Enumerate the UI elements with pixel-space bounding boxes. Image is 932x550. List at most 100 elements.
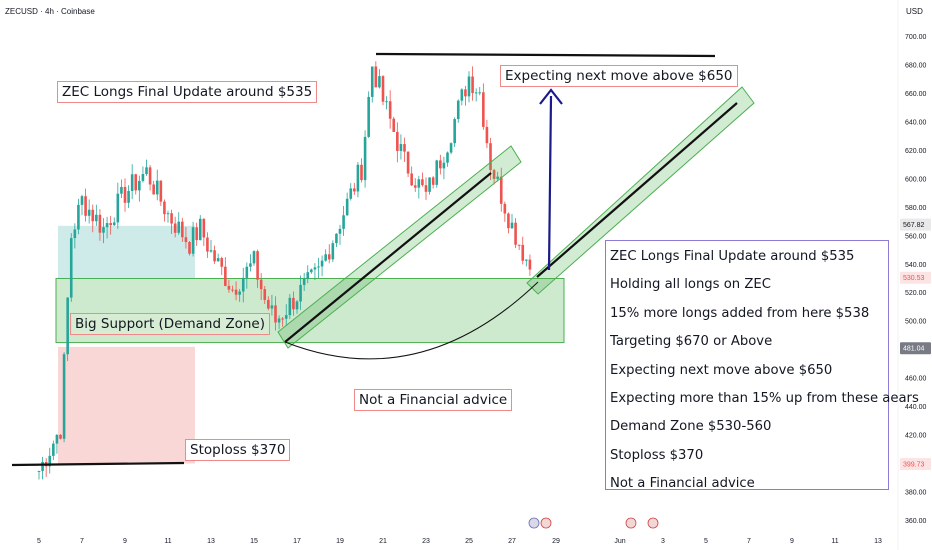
candle-body bbox=[138, 180, 141, 191]
x-tick-label: 13 bbox=[874, 538, 882, 545]
candle-body bbox=[102, 227, 105, 233]
candle-body bbox=[360, 164, 363, 181]
title-annotation[interactable]: ZEC Longs Final Update around $535 bbox=[57, 81, 318, 103]
x-tick-label: 11 bbox=[164, 538, 171, 545]
candle-body bbox=[55, 434, 59, 444]
candle-body bbox=[87, 209, 91, 216]
curve-path bbox=[284, 281, 539, 360]
candle-body bbox=[195, 227, 198, 241]
candle-body bbox=[474, 92, 478, 94]
candle-body bbox=[460, 89, 464, 101]
price-label-bg bbox=[900, 342, 931, 355]
candle-body bbox=[406, 151, 410, 174]
x-tick-label: 21 bbox=[379, 538, 387, 545]
candle-body bbox=[499, 176, 503, 204]
x-tick-label: 25 bbox=[465, 538, 473, 545]
x-axis[interactable]: 5 7 9 11 13 15 17 19 21 23 25 27 29 Jun 3 5 7 9 11 13 bbox=[37, 538, 882, 545]
candle-body bbox=[446, 152, 449, 163]
next-move-annotation[interactable]: Expecting next move above $650 bbox=[500, 65, 738, 87]
candle-body bbox=[331, 243, 335, 260]
candle-body bbox=[202, 218, 206, 238]
candle-body bbox=[274, 305, 277, 323]
candle-body bbox=[238, 291, 241, 295]
candle-body bbox=[528, 259, 532, 270]
notes-box[interactable]: ZEC Longs Final Update around $535 Holdi… bbox=[605, 240, 919, 491]
candle-body bbox=[48, 455, 52, 467]
y-tick-label: 660.00 bbox=[905, 91, 927, 98]
currency-label: USD bbox=[906, 7, 923, 16]
price-label-bg bbox=[900, 457, 931, 470]
candle-body bbox=[471, 76, 474, 94]
price-label: 530.53 bbox=[903, 275, 925, 282]
candle-body bbox=[378, 76, 381, 88]
candles bbox=[37, 61, 532, 480]
x-tick-label: 27 bbox=[508, 538, 516, 545]
candle-body bbox=[492, 170, 496, 179]
candle-body bbox=[181, 221, 184, 238]
x-tick-label: 5 bbox=[704, 538, 708, 545]
y-tick-label: 580.00 bbox=[905, 205, 927, 212]
y-tick-label: 520.00 bbox=[905, 290, 927, 297]
candle-body bbox=[421, 179, 424, 186]
flag-icon bbox=[540, 517, 552, 529]
candle-body bbox=[256, 251, 259, 280]
not-advice-annotation[interactable]: Not a Financial advice bbox=[354, 389, 513, 411]
candle-body bbox=[59, 434, 62, 439]
candle-body bbox=[482, 92, 485, 127]
flag-icon bbox=[625, 517, 637, 529]
x-tick-label: 11 bbox=[831, 538, 838, 545]
candle-body bbox=[317, 266, 320, 268]
candle-body bbox=[198, 218, 202, 241]
candle-body bbox=[127, 190, 130, 203]
candle-body bbox=[435, 160, 439, 185]
candle-body bbox=[231, 289, 234, 291]
candle-body bbox=[324, 254, 327, 261]
candle-body bbox=[270, 305, 274, 309]
candle-body bbox=[342, 215, 345, 229]
candle-body bbox=[134, 174, 138, 191]
stoploss-annotation[interactable]: Stoploss $370 bbox=[185, 439, 291, 461]
candle-body bbox=[252, 251, 256, 264]
candle-body bbox=[52, 443, 55, 456]
x-tick-label: 5 bbox=[37, 538, 41, 545]
candle-body bbox=[267, 299, 270, 309]
flag-icon bbox=[647, 517, 659, 529]
y-tick-label: 500.00 bbox=[905, 319, 927, 326]
candle-body bbox=[485, 126, 489, 144]
candle-body bbox=[288, 297, 292, 316]
candle-body bbox=[84, 196, 87, 216]
candle-body bbox=[424, 185, 428, 192]
target-arrow-head bbox=[539, 88, 563, 105]
candle-body bbox=[41, 462, 44, 471]
candle-body bbox=[109, 223, 112, 226]
note-line: 15% more longs added from here $538 bbox=[610, 305, 870, 321]
candle-body bbox=[37, 470, 41, 472]
x-tick-label: 7 bbox=[80, 538, 84, 545]
candle-body bbox=[413, 185, 417, 188]
candle-body bbox=[356, 164, 360, 192]
x-tick-label: 7 bbox=[747, 538, 751, 545]
x-tick-label: Jun bbox=[614, 538, 625, 545]
x-tick-label: 13 bbox=[207, 538, 215, 545]
price-label: 399.73 bbox=[903, 461, 925, 468]
price-labels: 567.82 530.53 481.04 399.73 bbox=[900, 218, 931, 470]
loss-zone bbox=[58, 346, 195, 464]
candle-body bbox=[392, 118, 396, 132]
candle-body bbox=[73, 229, 77, 239]
candle-body bbox=[374, 66, 378, 88]
candle-body bbox=[403, 144, 406, 152]
candle-body bbox=[66, 297, 69, 355]
candle-body bbox=[385, 101, 388, 103]
y-tick-label: 620.00 bbox=[905, 148, 927, 155]
candle-body bbox=[507, 213, 510, 229]
candle-body bbox=[284, 315, 288, 319]
candle-body bbox=[517, 244, 521, 246]
candle-body bbox=[353, 188, 356, 192]
big-support-annotation[interactable]: Big Support (Demand Zone) bbox=[70, 313, 270, 335]
target-arrow-shaft bbox=[547, 95, 553, 271]
candle-body bbox=[410, 173, 413, 186]
y-tick-label: 540.00 bbox=[905, 262, 927, 269]
candle-body bbox=[496, 176, 499, 179]
candle-body bbox=[302, 278, 306, 285]
